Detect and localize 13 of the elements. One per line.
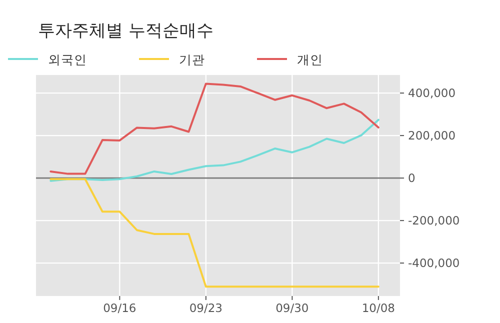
x-tick-label: 09/16 (103, 301, 136, 315)
legend-label: 기관 (179, 52, 205, 67)
y-tick-label: 0 (408, 171, 416, 186)
y-tick-label: 200,000 (408, 128, 456, 143)
y-tick-label: -200,000 (408, 214, 460, 228)
chart-title: 투자주체별 누적순매수 (38, 21, 214, 41)
x-tick-label: 09/23 (189, 301, 222, 315)
legend-label: 외국인 (48, 52, 87, 67)
x-tick-label: 10/08 (362, 301, 396, 315)
legend-label: 개인 (297, 52, 323, 67)
y-tick-label: 400,000 (408, 86, 456, 100)
x-tick-label: 09/30 (276, 301, 309, 315)
y-tick-label: -400,000 (408, 256, 460, 270)
